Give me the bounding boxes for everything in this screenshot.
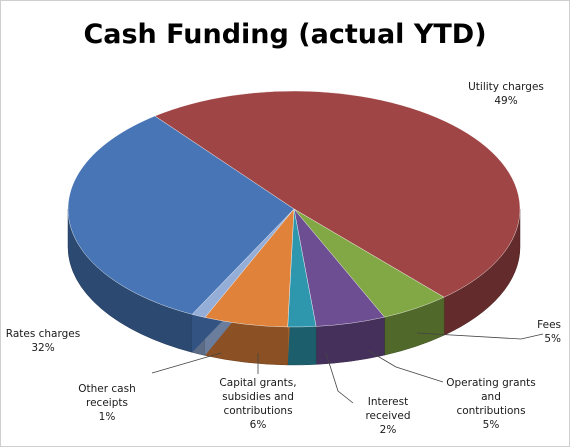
label-utility-charges: Utility charges 49% [468,81,544,107]
leader-lines [151,332,544,404]
label-other-cash-receipts: Other cash receipts 1% [78,383,135,423]
leader-operating-grants-and-contributions [368,350,444,383]
leader-other-cash-receipts [151,352,222,374]
leader-interest-received [325,352,354,404]
label-capital-grants-subsidies-and-contributions: Capital grants, subsidies and contribution… [219,377,296,431]
label-interest-received: Interest received 2% [365,396,410,436]
slice-utility-charges [154,90,521,298]
slice-labels: Utility charges 49% Fees 5% Operating grants… [6,81,561,436]
chart-title: Cash Funding (actual YTD) [83,19,487,50]
label-rates-charges: Rates charges 32% [6,328,80,354]
slice-rates-charges [67,115,295,315]
leader-fees [416,332,544,340]
side-interest-received [287,326,317,366]
pie-slices [67,90,521,328]
label-fees: Fees 5% [537,319,561,345]
label-operating-grants-and-contributions: Operating grants and contributions 5% [446,377,536,431]
